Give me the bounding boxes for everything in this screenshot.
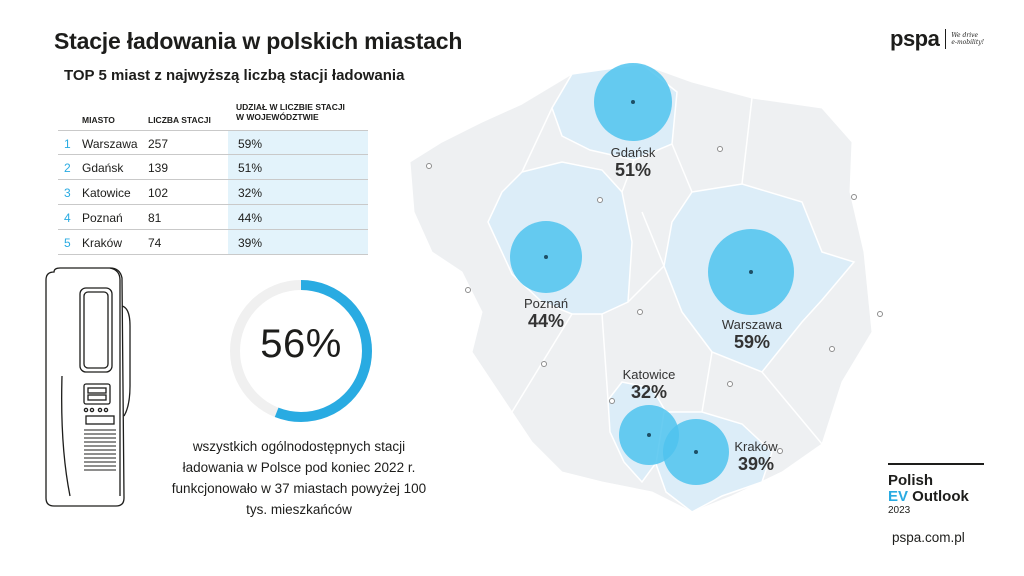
share-donut [230, 280, 372, 422]
city-dot [717, 146, 723, 152]
row-count: 257 [148, 137, 169, 151]
map-city-pct: 32% [630, 382, 668, 402]
row-share: 51% [238, 161, 263, 175]
row-city: Kraków [82, 236, 123, 250]
map-city-pct: 39% [737, 454, 775, 474]
map-city-pct: 51% [614, 160, 652, 180]
city-dot [877, 311, 883, 317]
row-rank: 1 [64, 137, 71, 151]
top5-table: MIASTO LICZBA STACJI UDZIAŁ W LICZBIE ST… [58, 100, 368, 255]
table-row: 3 Katowice 102 32% [58, 180, 368, 205]
logo-separator [945, 29, 947, 49]
page-title: Stacje ładowania w polskich miastach [54, 28, 463, 54]
page-subtitle: TOP 5 miast z najwyższą liczbą stacji ła… [64, 67, 405, 84]
website-url: pspa.com.pl [892, 530, 965, 545]
map-city-name: Katowice [622, 367, 676, 382]
city-dot [597, 197, 603, 203]
map-city-name: Warszawa [721, 317, 783, 332]
map-city-name: Gdańsk [610, 145, 656, 160]
logo-text: pspa [890, 26, 940, 51]
header-share-line1: UDZIAŁ W LICZBIE STACJI [236, 102, 345, 112]
row-rank: 3 [64, 186, 71, 200]
row-share: 59% [238, 137, 263, 151]
map-label-krakow: Kraków 39% [734, 439, 777, 474]
row-city: Warszawa [82, 137, 138, 151]
donut-value-arc [230, 280, 372, 422]
outlook-year: 2023 [888, 505, 911, 516]
poland-map: Gdańsk 51% Poznań 44% Warszawa 59% Katow… [402, 52, 902, 532]
row-rank: 4 [64, 211, 71, 225]
row-count: 102 [148, 186, 169, 200]
table-row: 1 Warszawa 257 59% [58, 130, 368, 155]
donut-caption: wszystkich ogólnodostępnych stacji ładow… [171, 439, 427, 517]
map-city-pct: 44% [527, 311, 565, 331]
bubble-center-dot [631, 100, 635, 104]
header-share: UDZIAŁ W LICZBIE STACJI W WOJEWÓDZTWIE [236, 102, 370, 122]
map-label-warszawa: Warszawa 59% [722, 317, 782, 352]
row-rank: 5 [64, 236, 71, 250]
logo-tagline-2: e-mobility! [951, 39, 985, 46]
logo-tagline: We drive e-mobility! [951, 32, 985, 46]
bubble-center-dot [749, 270, 753, 274]
pspa-logo: pspa We drive e-mobility! [890, 26, 985, 52]
row-city: Katowice [82, 186, 131, 200]
outlook-line2: EV Outlook [888, 489, 984, 505]
city-dot [777, 448, 783, 454]
row-count: 74 [148, 236, 162, 250]
city-dot [541, 361, 547, 367]
map-label-gdansk: Gdańsk 51% [611, 145, 656, 180]
map-city-name: Poznań [523, 296, 569, 311]
map-label-poznan: Poznań 44% [524, 296, 568, 331]
city-dot [426, 163, 432, 169]
row-share: 32% [238, 186, 263, 200]
outlook-line1: Polish [888, 472, 934, 489]
row-share: 44% [238, 211, 263, 225]
outlook-ev: EV [888, 488, 909, 505]
table-row: 2 Gdańsk 139 51% [58, 155, 368, 180]
row-share: 39% [238, 236, 263, 250]
bubble-center-dot [694, 450, 698, 454]
city-dot [829, 346, 835, 352]
row-count: 81 [148, 211, 162, 225]
map-svg [409, 63, 883, 513]
map-city-pct: 59% [733, 332, 771, 352]
bubble-center-dot [647, 433, 651, 437]
donut-value-label: 56% [260, 322, 342, 366]
bubble-center-dot [544, 255, 548, 259]
table-row: 4 Poznań 81 44% [58, 205, 368, 230]
city-dot [727, 381, 733, 387]
row-count: 139 [148, 161, 169, 175]
city-dot [465, 287, 471, 293]
charging-station-illustration [45, 267, 131, 507]
header-city: MIASTO [82, 115, 115, 125]
city-dot [637, 309, 643, 315]
map-label-katowice: Katowice 32% [623, 367, 676, 402]
header-share-line2: W WOJEWÓDZTWIE [236, 112, 319, 122]
table-row: 5 Kraków 74 39% [58, 230, 368, 255]
row-city: Gdańsk [82, 161, 124, 175]
row-city: Poznań [82, 211, 123, 225]
logo-tagline-1: We drive [951, 32, 979, 39]
ev-outlook-badge: Polish EV Outlook 2023 [888, 463, 984, 517]
city-dot [851, 194, 857, 200]
row-rank: 2 [64, 161, 71, 175]
city-dot [609, 398, 615, 404]
map-city-name: Kraków [734, 439, 778, 454]
outlook-rest: Outlook [908, 488, 969, 505]
table-header: MIASTO LICZBA STACJI UDZIAŁ W LICZBIE ST… [58, 100, 368, 130]
share-column-highlight [228, 130, 368, 255]
header-count: LICZBA STACJI [148, 115, 211, 125]
